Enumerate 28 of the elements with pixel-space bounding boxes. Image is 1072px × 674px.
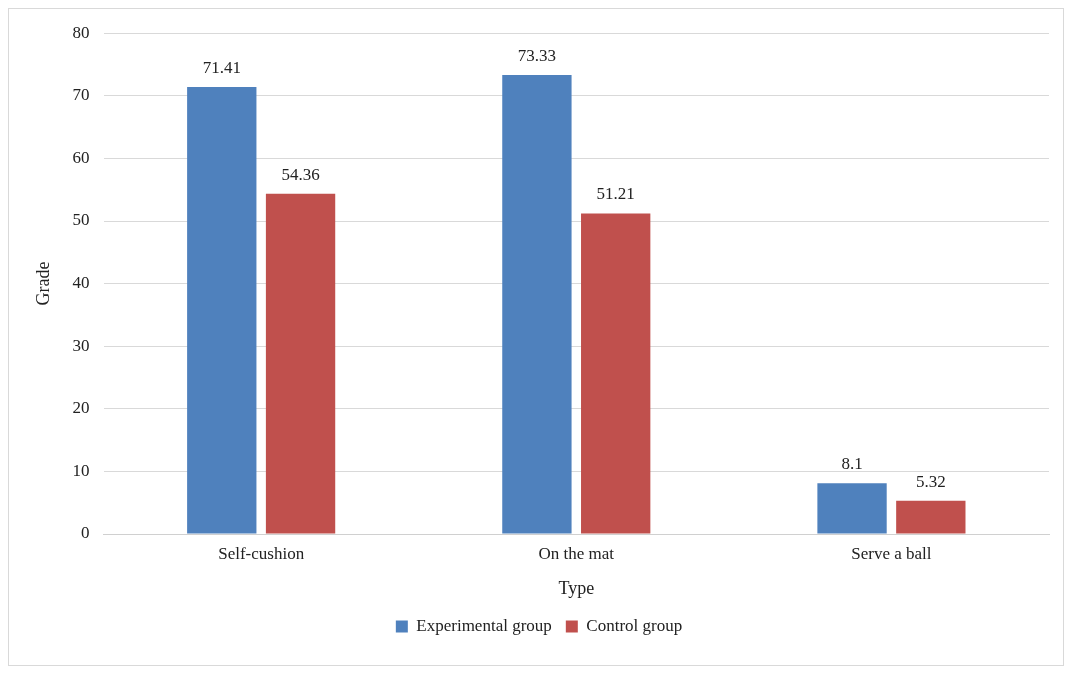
bar [817,483,887,534]
data-label: 71.41 [202,57,241,77]
y-tick-label: 0 [81,523,90,543]
y-tick-label: 10 [72,460,90,480]
bar [581,213,651,534]
y-tick-label: 20 [72,398,90,418]
data-label: 54.36 [281,164,320,184]
x-axis-title: Type [558,577,595,598]
y-axis-title: Grade [32,261,53,306]
y-tick-label: 50 [72,210,90,230]
data-label: 73.33 [517,45,557,65]
data-label: 51.21 [596,184,635,204]
y-tick-label: 30 [72,335,90,355]
y-tick-label: 60 [72,147,90,167]
bar [187,86,257,534]
legend-label: Control group [586,615,683,635]
y-tick-label: 80 [72,22,90,42]
bar [265,193,336,534]
data-label: 5.32 [915,471,946,491]
data-label: 8.1 [841,454,863,474]
x-tick-label: Serve a ball [851,543,932,563]
legend-label: Experimental group [416,615,552,635]
x-tick-label: Self-cushion [218,543,305,563]
bar [502,74,572,534]
y-tick-label: 70 [72,85,90,105]
x-tick-label: On the mat [538,543,615,563]
bar [896,500,966,534]
y-tick-label: 40 [72,273,90,293]
